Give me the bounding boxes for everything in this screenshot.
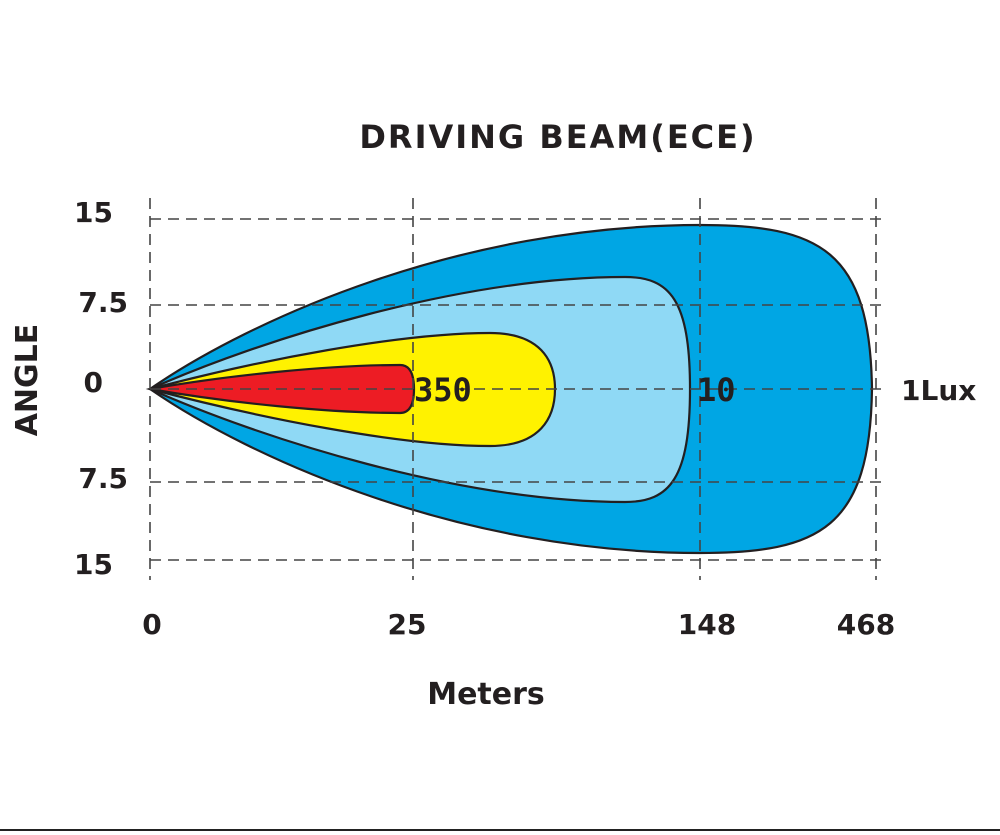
y-tick-label: 15: [74, 548, 113, 581]
y-tick-label: 15: [74, 196, 113, 229]
contour-label-10: 10: [697, 371, 736, 409]
chart-title: DRIVING BEAM(ECE): [359, 118, 756, 156]
contour-label-1lux: 1Lux: [901, 374, 976, 407]
bottom-divider: [0, 829, 1000, 831]
x-tick-label: 0: [142, 608, 161, 641]
x-tick-label: 25: [388, 608, 427, 641]
y-tick-label: 7.5: [78, 286, 128, 319]
x-tick-label: 468: [837, 608, 895, 641]
y-tick-label: 0: [84, 366, 103, 399]
y-axis-label: ANGLE: [10, 324, 45, 437]
grid: [149, 198, 886, 580]
x-tick-label: 148: [678, 608, 736, 641]
contour-label-350: 350: [414, 371, 472, 409]
x-axis-label: Meters: [427, 677, 545, 712]
y-tick-label: 7.5: [78, 462, 128, 495]
